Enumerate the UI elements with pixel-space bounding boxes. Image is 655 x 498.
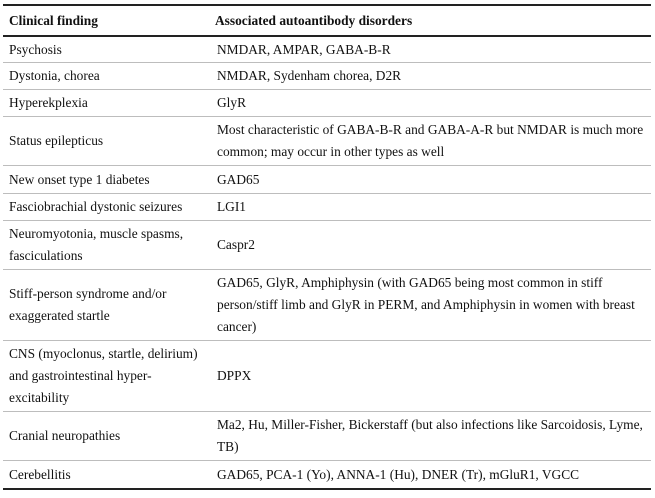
finding-cell: Psychosis (3, 36, 209, 63)
disorders-cell: GAD65, PCA-1 (Yo), ANNA-1 (Hu), DNER (Tr… (209, 460, 651, 490)
table-row: Stiff-person syndrome and/or exaggerated… (3, 269, 651, 341)
clinical-findings-table: Clinical finding Associated autoantibody… (3, 4, 651, 490)
table-row: Status epilepticus Most characteristic o… (3, 116, 651, 166)
table-row: Psychosis NMDAR, AMPAR, GABA-B-R (3, 36, 651, 63)
table-row: Dystonia, chorea NMDAR, Sydenham chorea,… (3, 62, 651, 90)
table-row: Fasciobrachial dystonic seizures LGI1 (3, 193, 651, 221)
finding-cell: Stiff-person syndrome and/or exaggerated… (3, 269, 209, 341)
disorders-cell: Ma2, Hu, Miller-Fisher, Bickerstaff (but… (209, 411, 651, 461)
header-clinical-finding: Clinical finding (3, 5, 209, 37)
finding-cell: Neuromyotonia, muscle spasms, fasciculat… (3, 220, 209, 270)
disorders-cell: DPPX (209, 340, 651, 412)
table-header-row: Clinical finding Associated autoantibody… (3, 5, 651, 37)
table-row: New onset type 1 diabetes GAD65 (3, 165, 651, 194)
finding-cell: Dystonia, chorea (3, 62, 209, 90)
autoantibody-table-container: Clinical finding Associated autoantibody… (3, 4, 651, 490)
disorders-cell: GAD65, GlyR, Amphiphysin (with GAD65 bei… (209, 269, 651, 341)
finding-cell: Fasciobrachial dystonic seizures (3, 193, 209, 221)
finding-cell: Cranial neuropathies (3, 411, 209, 461)
disorders-cell: NMDAR, Sydenham chorea, D2R (209, 62, 651, 90)
finding-cell: Status epilepticus (3, 116, 209, 166)
finding-cell: New onset type 1 diabetes (3, 165, 209, 194)
finding-cell: CNS (myoclonus, startle, delirium) and g… (3, 340, 209, 412)
finding-cell: Cerebellitis (3, 460, 209, 490)
disorders-cell: GlyR (209, 89, 651, 117)
disorders-cell: Caspr2 (209, 220, 651, 270)
disorders-cell: NMDAR, AMPAR, GABA-B-R (209, 36, 651, 63)
disorders-cell: GAD65 (209, 165, 651, 194)
finding-cell: Hyperekplexia (3, 89, 209, 117)
header-associated-disorders: Associated autoantibody disorders (209, 5, 651, 37)
table-row: CNS (myoclonus, startle, delirium) and g… (3, 340, 651, 412)
table-row: Cranial neuropathies Ma2, Hu, Miller-Fis… (3, 411, 651, 461)
table-row: Neuromyotonia, muscle spasms, fasciculat… (3, 220, 651, 270)
disorders-cell: LGI1 (209, 193, 651, 221)
table-row: Cerebellitis GAD65, PCA-1 (Yo), ANNA-1 (… (3, 460, 651, 490)
table-row: Hyperekplexia GlyR (3, 89, 651, 117)
disorders-cell: Most characteristic of GABA-B-R and GABA… (209, 116, 651, 166)
